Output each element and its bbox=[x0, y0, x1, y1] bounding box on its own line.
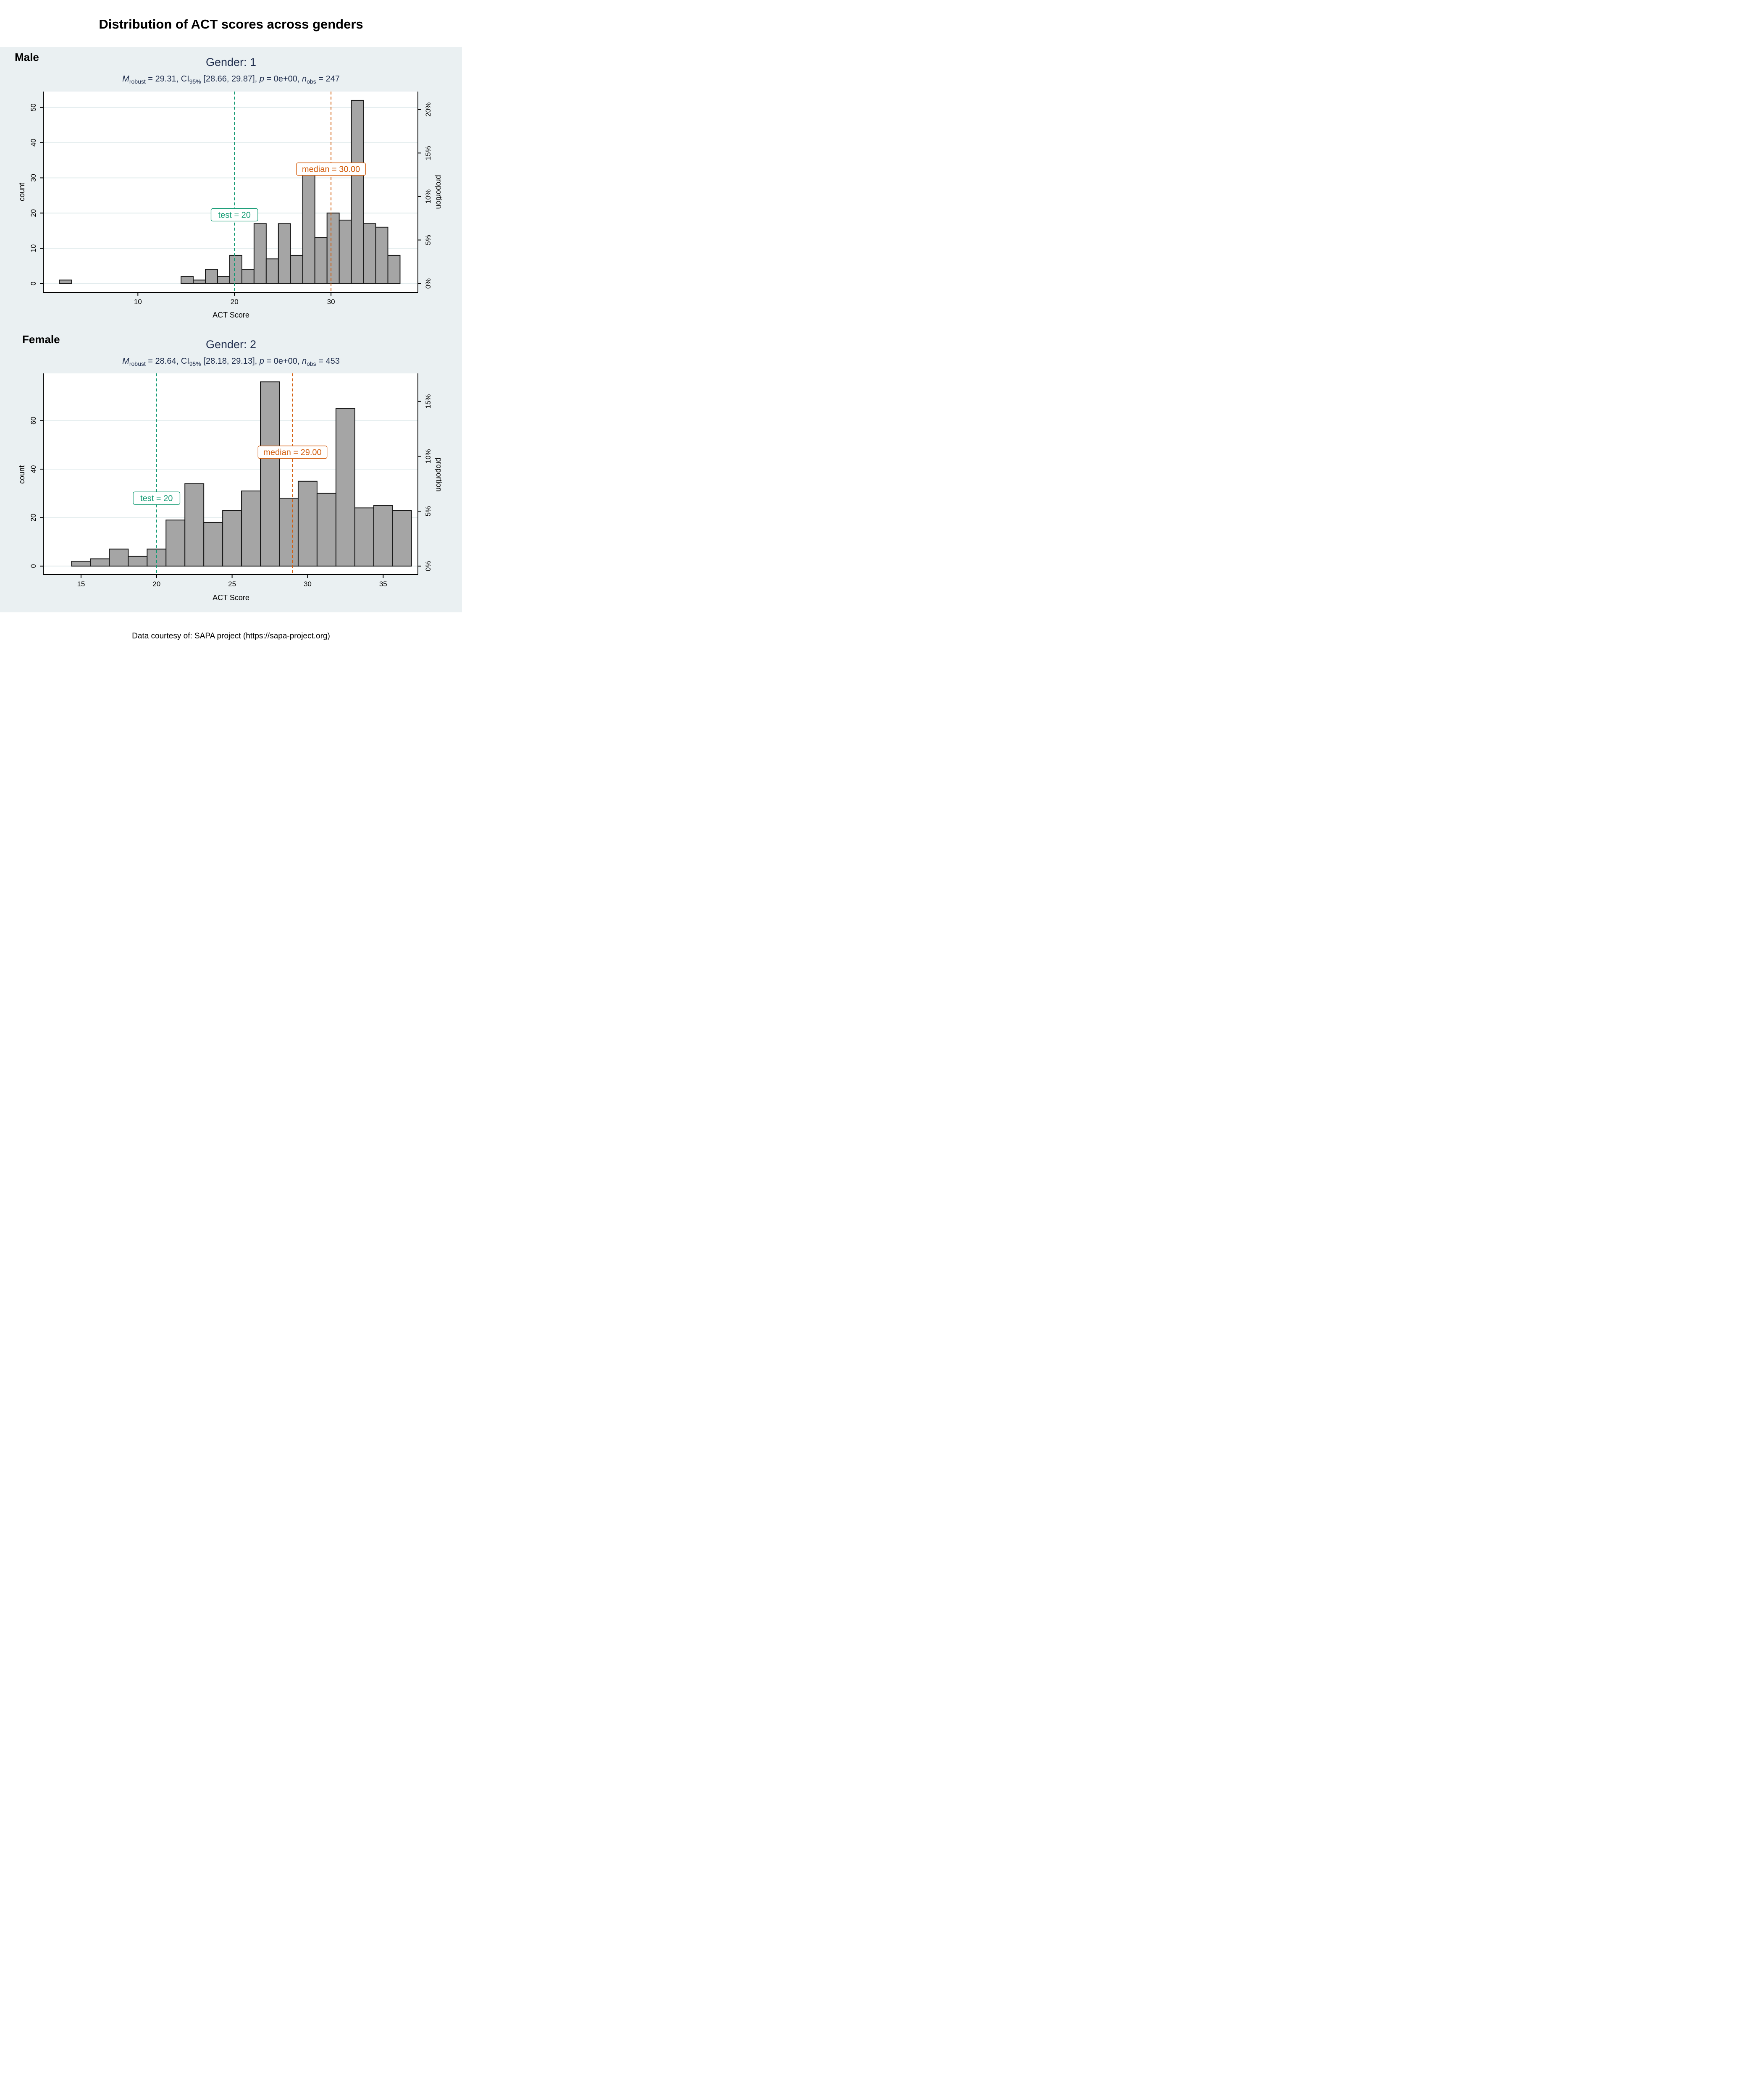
median-label: median = 29.00 bbox=[263, 448, 321, 457]
median-label-box bbox=[296, 162, 366, 176]
histogram-bar bbox=[71, 561, 91, 567]
y2-tick-label: 10% bbox=[424, 189, 432, 204]
x-tick-label: 35 bbox=[379, 580, 387, 588]
y2-axis-label-male: proportion bbox=[435, 175, 443, 209]
histogram-bar bbox=[260, 381, 280, 567]
x-tick-label: 30 bbox=[327, 298, 335, 306]
histogram-bar bbox=[363, 223, 376, 284]
panel-subtitle-female: Mrobust = 28.64, CI95% [28.18, 29.13], p… bbox=[122, 357, 340, 367]
y-tick-label: 30 bbox=[29, 174, 37, 182]
histogram-bar bbox=[373, 505, 393, 567]
y-tick-label: 40 bbox=[29, 139, 37, 147]
histogram-bar bbox=[229, 255, 242, 284]
y-axis-label-male: count bbox=[18, 183, 26, 201]
histogram-bar bbox=[205, 269, 218, 284]
y-tick-label: 20 bbox=[29, 514, 37, 522]
x-tick-label: 25 bbox=[228, 580, 236, 588]
histogram-bar bbox=[297, 480, 318, 567]
figure-title: Distribution of ACT scores across gender… bbox=[99, 17, 363, 32]
y-tick-label: 0 bbox=[29, 281, 37, 285]
x-tick-label: 10 bbox=[134, 298, 142, 306]
panel-tag-male: Male bbox=[15, 51, 39, 63]
histogram-bar bbox=[184, 483, 205, 567]
panel-tag-female: Female bbox=[22, 333, 60, 346]
x-axis-label-female: ACT Score bbox=[213, 593, 249, 602]
y2-tick-label: 0% bbox=[424, 278, 432, 289]
panel-title-male: Gender: 1 bbox=[206, 56, 256, 68]
histogram-bar bbox=[222, 510, 242, 567]
figure-canvas: Distribution of ACT scores across gender… bbox=[0, 0, 462, 660]
histogram-bar bbox=[165, 520, 186, 567]
histogram-bar bbox=[265, 258, 279, 284]
histogram-bar bbox=[314, 237, 328, 284]
test-value-label: test = 20 bbox=[140, 494, 173, 503]
histogram-bar bbox=[203, 522, 223, 567]
histogram-bar bbox=[354, 507, 374, 567]
histogram-bar bbox=[302, 174, 315, 284]
test-value-label: test = 20 bbox=[218, 211, 251, 220]
histogram-bar bbox=[128, 556, 148, 567]
y-tick-label: 40 bbox=[29, 465, 37, 473]
y2-tick-label: 20% bbox=[424, 102, 432, 117]
y-axis-label-female: count bbox=[18, 465, 26, 484]
histogram-bar bbox=[316, 493, 336, 567]
panel-title-female: Gender: 2 bbox=[206, 338, 256, 351]
histogram-bar bbox=[290, 255, 303, 284]
y-tick-label: 10 bbox=[29, 244, 37, 252]
histogram-bar bbox=[253, 223, 267, 284]
histogram-bar bbox=[193, 279, 206, 284]
y-tick-label: 0 bbox=[29, 564, 37, 568]
x-tick-label: 20 bbox=[231, 298, 239, 306]
x-tick-label: 20 bbox=[152, 580, 160, 588]
y-tick-label: 20 bbox=[29, 209, 37, 217]
x-axis-label-male: ACT Score bbox=[213, 311, 249, 319]
histogram-bar bbox=[351, 100, 364, 284]
histogram-bar bbox=[59, 279, 72, 284]
histogram-bar bbox=[109, 549, 129, 567]
y-tick-label: 60 bbox=[29, 417, 37, 425]
histogram-bar bbox=[241, 269, 255, 284]
histogram-bar bbox=[181, 276, 194, 284]
caption: Data courtesy of: SAPA project (https://… bbox=[132, 632, 330, 640]
histogram-bar bbox=[278, 223, 291, 284]
x-tick-label: 15 bbox=[77, 580, 85, 588]
median-label: median = 30.00 bbox=[302, 165, 360, 174]
histogram-bar bbox=[90, 558, 110, 567]
test-value-label-box bbox=[133, 491, 181, 505]
histogram-bar bbox=[241, 490, 261, 567]
y2-tick-label: 5% bbox=[424, 506, 432, 517]
histogram-bar bbox=[375, 226, 388, 284]
panel-subtitle-male: Mrobust = 29.31, CI95% [28.66, 29.87], p… bbox=[122, 74, 340, 85]
test-value-label-box bbox=[210, 208, 258, 222]
histogram-bar bbox=[392, 510, 412, 567]
y2-tick-label: 0% bbox=[424, 561, 432, 572]
y2-tick-label: 15% bbox=[424, 146, 432, 160]
x-tick-label: 30 bbox=[304, 580, 312, 588]
histogram-bar bbox=[387, 255, 401, 284]
histogram-bar bbox=[326, 213, 340, 284]
y-tick-label: 50 bbox=[29, 103, 37, 111]
panel-female: Female Gender: 2 Mrobust = 28.64, CI95% … bbox=[18, 333, 443, 602]
y2-tick-label: 5% bbox=[424, 235, 432, 245]
panel-male: Male Gender: 1 Mrobust = 29.31, CI95% [2… bbox=[15, 51, 443, 319]
histogram-bar bbox=[278, 498, 299, 567]
y2-tick-label: 15% bbox=[424, 394, 432, 409]
histogram-bar bbox=[339, 220, 352, 284]
y2-tick-label: 10% bbox=[424, 449, 432, 463]
histogram-bar bbox=[335, 408, 355, 567]
y2-axis-label-female: proportion bbox=[435, 457, 443, 491]
histogram-bar bbox=[217, 276, 230, 284]
median-label-box bbox=[257, 445, 328, 459]
